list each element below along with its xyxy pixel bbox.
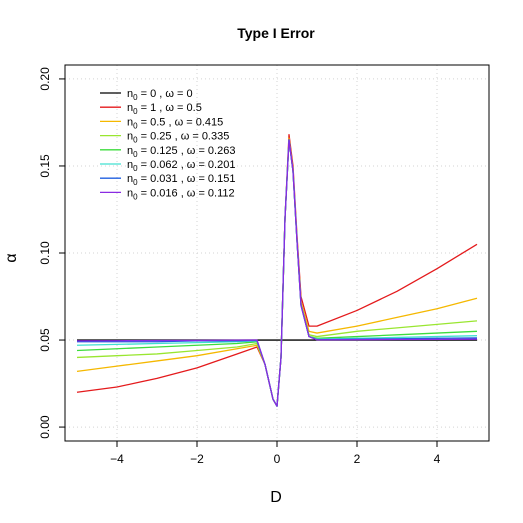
- legend-label: n0 = 0.125 , ω = 0.263: [127, 145, 235, 159]
- x-tick-label: 0: [274, 452, 281, 466]
- legend: n0 = 0 , ω = 0n0 = 1 , ω = 0.5n0 = 0.5 ,…: [100, 88, 235, 201]
- series-lines: [76, 133, 478, 407]
- legend-label: n0 = 0.5 , ω = 0.415: [127, 116, 223, 130]
- y-axis: 0.00 0.05 0.10 0.15 0.20: [38, 67, 65, 439]
- y-tick-label: 0.05: [38, 328, 52, 352]
- chart-title: Type I Error: [237, 25, 315, 41]
- legend-label: n0 = 1 , ω = 0.5: [127, 102, 202, 116]
- x-tick-label: −4: [110, 452, 124, 466]
- legend-label: n0 = 0.031 , ω = 0.151: [127, 173, 235, 187]
- y-tick-label: 0.15: [38, 154, 52, 178]
- legend-label: n0 = 0 , ω = 0: [127, 88, 193, 102]
- x-tick-label: 4: [434, 452, 441, 466]
- y-tick-label: 0.20: [38, 67, 52, 91]
- legend-label: n0 = 0.016 , ω = 0.112: [127, 187, 235, 201]
- legend-label: n0 = 0.062 , ω = 0.201: [127, 159, 235, 173]
- x-axis-label: D: [270, 489, 282, 506]
- x-axis: −4 −2 0 2 4: [110, 441, 441, 466]
- y-tick-label: 0.00: [38, 415, 52, 439]
- y-axis-label: α: [3, 253, 20, 262]
- x-tick-label: −2: [190, 452, 204, 466]
- y-tick-label: 0.10: [38, 241, 52, 265]
- series-line: [76, 139, 478, 407]
- legend-label: n0 = 0.25 , ω = 0.335: [127, 131, 229, 145]
- x-tick-label: 2: [354, 452, 361, 466]
